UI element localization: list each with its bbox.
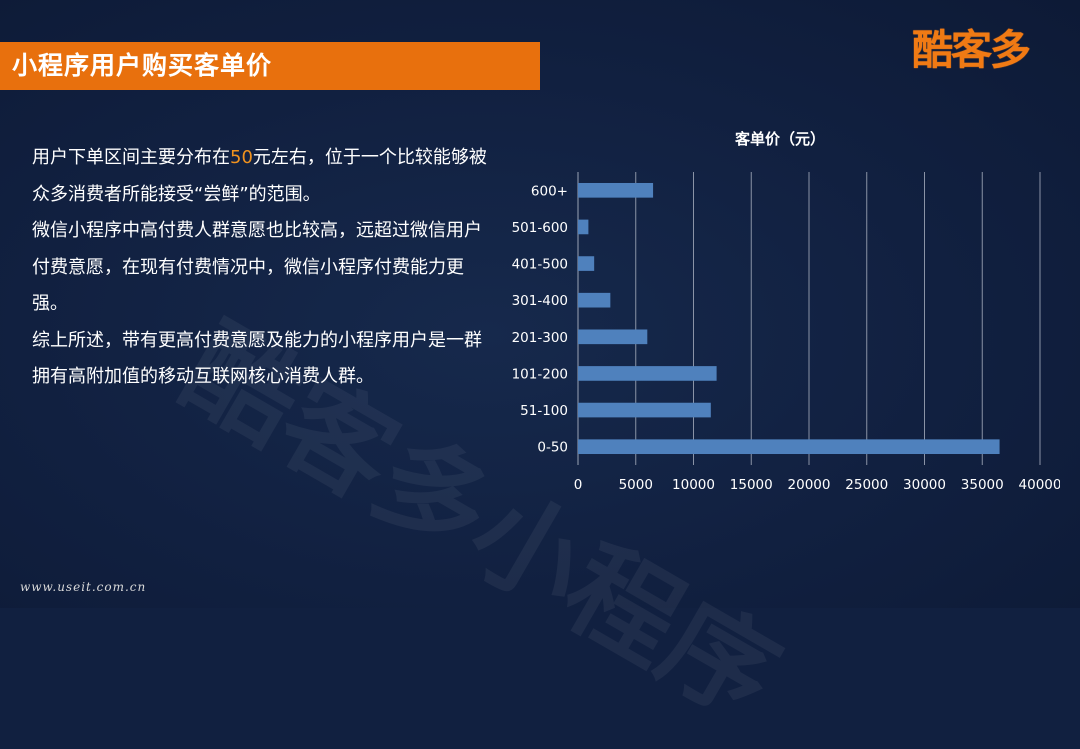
footer-url: www.useit.com.cn bbox=[20, 580, 147, 594]
paragraph-3: 综上所述，带有更高付费意愿及能力的小程序用户是一群拥有高附加值的移动互联网核心消… bbox=[32, 329, 482, 388]
x-tick-label: 20000 bbox=[788, 477, 831, 493]
x-tick-label: 5000 bbox=[619, 477, 653, 493]
chart-title: 客单价（元） bbox=[734, 130, 825, 148]
highlight-value: 50 bbox=[230, 147, 253, 168]
paragraph-2: 微信小程序中高付费人群意愿也比较高，远超过微信用户付费意愿，在现有付费情况中，微… bbox=[32, 220, 482, 314]
bar bbox=[578, 402, 711, 418]
x-tick-label: 30000 bbox=[903, 477, 946, 493]
y-tick-label: 201-300 bbox=[512, 330, 568, 346]
x-tick-label: 35000 bbox=[961, 477, 1004, 493]
page-title: 小程序用户购买客单价 bbox=[12, 51, 273, 80]
y-tick-label: 501-600 bbox=[512, 220, 568, 236]
x-tick-label: 0 bbox=[574, 477, 583, 493]
title-bar: 小程序用户购买客单价 bbox=[0, 42, 540, 90]
paragraph-1-start: 用户下单区间主要分布在 bbox=[32, 147, 230, 168]
bar bbox=[578, 256, 595, 271]
brand-logo: 酷客多 bbox=[912, 26, 1031, 74]
paragraph-1: 用户下单区间主要分布在50元左右，位于一个比较能够被众多消费者所能接受“尝鲜”的… bbox=[32, 140, 492, 213]
x-tick-label: 15000 bbox=[730, 477, 773, 493]
chart-y-labels: 600+ 501-600 401-500 301-400 201-300 101-200 5… bbox=[512, 183, 568, 455]
background bbox=[0, 0, 1080, 608]
bar bbox=[578, 366, 717, 381]
bar bbox=[578, 329, 648, 345]
bar bbox=[578, 292, 611, 308]
bar-chart: 客单价（元） 600+ 501-600 401-500 301-400 201-300 1… bbox=[512, 130, 1060, 493]
y-tick-label: 0-50 bbox=[537, 440, 568, 456]
x-tick-label: 25000 bbox=[845, 477, 888, 493]
paragraph-1-end: 元左右，位于一个比较能够被众多消费者所能接受“尝鲜”的范围。 bbox=[32, 147, 487, 205]
y-tick-label: 600+ bbox=[531, 183, 568, 199]
bar bbox=[578, 182, 654, 198]
y-tick-label: 51-100 bbox=[520, 403, 568, 419]
y-tick-label: 101-200 bbox=[512, 366, 568, 382]
description-text: 用户下单区间主要分布在50元左右，位于一个比较能够被众多消费者所能接受“尝鲜”的… bbox=[32, 140, 492, 396]
chart-grid bbox=[577, 172, 1041, 465]
bar bbox=[578, 439, 1000, 455]
chart-bars bbox=[578, 182, 1000, 455]
chart-x-labels: 0 5000 10000 15000 20000 25000 30000 35000 40000 bbox=[574, 477, 1060, 493]
x-tick-label: 10000 bbox=[672, 477, 715, 493]
y-tick-label: 401-500 bbox=[512, 257, 568, 273]
bar bbox=[578, 219, 589, 235]
y-tick-label: 301-400 bbox=[512, 293, 568, 309]
x-tick-label: 40000 bbox=[1019, 477, 1060, 493]
